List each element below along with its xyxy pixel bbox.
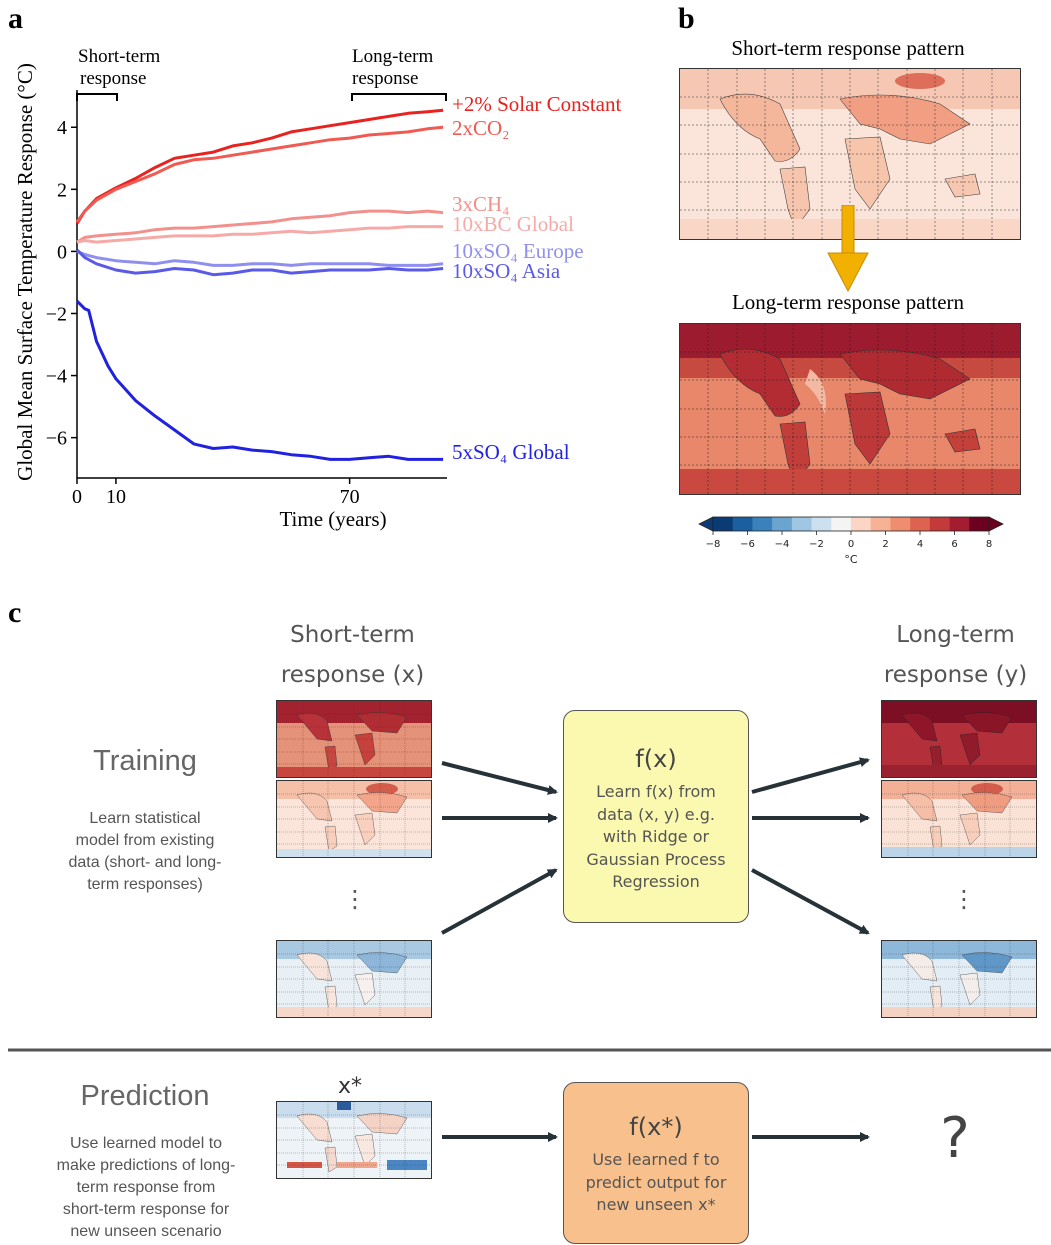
colorbar-tick-label: 4 — [917, 539, 923, 550]
colorbar-segment — [910, 517, 931, 531]
long-term-pattern-title: Long-term response pattern — [731, 290, 965, 314]
fx-title: f(x) — [635, 745, 677, 773]
colorbar-segment — [969, 517, 990, 531]
short-term-header-line2: response (x) — [280, 662, 425, 688]
series-line — [75, 300, 444, 461]
xstar-label: x* — [337, 1074, 363, 1099]
arrow-out-1 — [751, 757, 870, 794]
y-tick-label: −2 — [46, 303, 67, 325]
bracket-long — [351, 93, 447, 101]
colorbar-tick-label: 2 — [882, 539, 888, 550]
short-term-map-1 — [276, 700, 432, 778]
arrow-in-3 — [441, 868, 558, 935]
colorbar-tick-label: −8 — [706, 539, 721, 550]
fxstar-description: Use learned f to predict output for new … — [585, 1150, 727, 1214]
colorbar-segment — [929, 517, 950, 531]
panel-letter-a: a — [8, 2, 23, 35]
colorbar-segment — [713, 517, 734, 531]
series-label: 5xSO₄ Global — [452, 440, 570, 464]
series-line — [75, 108, 444, 225]
series-line — [76, 225, 444, 244]
colorbar-tick-label: −2 — [809, 539, 824, 550]
x-axis-label: Time (years) — [279, 507, 386, 531]
y-tick-label: 2 — [57, 179, 67, 201]
colorbar-segment — [949, 517, 970, 531]
annotation-short-line2: response — [80, 68, 146, 89]
y-tick-label: 0 — [57, 241, 67, 263]
colorbar-segment — [772, 517, 793, 531]
temperature-line-chart: Short-term response Long-term response −… — [13, 46, 621, 531]
colorbar-segment — [890, 517, 911, 531]
colorbar-tick-label: −4 — [775, 539, 790, 550]
series-line — [75, 248, 444, 277]
unknown-output-question-mark: ? — [940, 1106, 970, 1171]
colorbar-segment — [791, 517, 812, 531]
prediction-description: Use learned model to make predictions of… — [56, 1135, 236, 1240]
y-tick-label: −4 — [46, 366, 67, 388]
long-term-map-2 — [881, 780, 1037, 858]
y-tick-label: 4 — [57, 117, 67, 139]
colorbar-segment — [870, 517, 891, 531]
colorbar-segment — [811, 517, 832, 531]
series-label: 10xSO₄ Europe — [452, 239, 584, 263]
annotation-long-line1: Long-term — [352, 46, 433, 67]
colorbar-tick-label: 8 — [986, 539, 992, 550]
annotation-long-line2: response — [352, 68, 418, 89]
colorbar-segment — [752, 517, 773, 531]
arrow-out-3 — [751, 868, 870, 935]
prediction-model-box: f(x*) Use learned f to predict output fo… — [563, 1082, 749, 1244]
right-ellipsis: ⋮ — [952, 885, 976, 913]
arrow-in-1 — [441, 761, 558, 795]
series-line — [75, 125, 444, 223]
training-description: Learn statistical model from existing da… — [68, 810, 222, 893]
y-tick-label: −6 — [46, 428, 67, 450]
x-tick-label: 70 — [340, 486, 360, 508]
series-label: 3xCH₄ — [452, 192, 510, 216]
series-label: +2% Solar Constant — [452, 92, 621, 116]
short-term-header-line1: Short-term — [290, 622, 415, 648]
long-term-map-1 — [881, 700, 1037, 778]
colorbar-segment — [831, 517, 852, 531]
long-term-map — [679, 323, 1021, 495]
training-title: Training — [93, 745, 197, 777]
colorbar-unit: °C — [844, 553, 858, 566]
long-term-header-line1: Long-term — [896, 622, 1015, 648]
colorbar-tick-label: −6 — [740, 539, 755, 550]
long-term-header-line2: response (y) — [883, 662, 1028, 688]
unseen-short-term-map — [276, 1101, 432, 1179]
x-tick-label: 10 — [106, 486, 126, 508]
short-term-pattern-title: Short-term response pattern — [731, 36, 965, 60]
series-label: 10xBC Global — [452, 212, 574, 236]
fxstar-title: f(x*) — [629, 1113, 683, 1141]
prediction-title: Prediction — [80, 1080, 210, 1112]
short-term-map-3 — [276, 940, 432, 1018]
y-axis-label: Global Mean Surface Temperature Response… — [13, 63, 37, 481]
series-label: 10xSO₄ Asia — [452, 259, 561, 283]
orange-down-arrow — [827, 205, 869, 293]
colorbar: −8 −6 −4 −2 0 2 4 6 8 °C — [698, 516, 1004, 566]
fx-description: Learn f(x) from data (x, y) e.g. with Ri… — [586, 782, 726, 891]
short-term-map-2 — [276, 780, 432, 858]
series-line — [76, 209, 444, 244]
colorbar-tick-label: 0 — [848, 539, 854, 550]
panel-letter-b: b — [678, 2, 695, 35]
long-term-map-3 — [881, 940, 1037, 1018]
annotation-short-line1: Short-term — [78, 46, 161, 67]
left-ellipsis: ⋮ — [343, 885, 367, 913]
series-label: 2xCO₂ — [452, 116, 510, 140]
colorbar-tick-label: 6 — [951, 539, 957, 550]
series-line — [76, 250, 444, 267]
colorbar-segment — [851, 517, 872, 531]
colorbar-segment — [732, 517, 753, 531]
x-tick-label: 0 — [72, 486, 82, 508]
panel-letter-c: c — [8, 596, 22, 629]
training-model-box: f(x) Learn f(x) from data (x, y) e.g. wi… — [563, 710, 749, 923]
